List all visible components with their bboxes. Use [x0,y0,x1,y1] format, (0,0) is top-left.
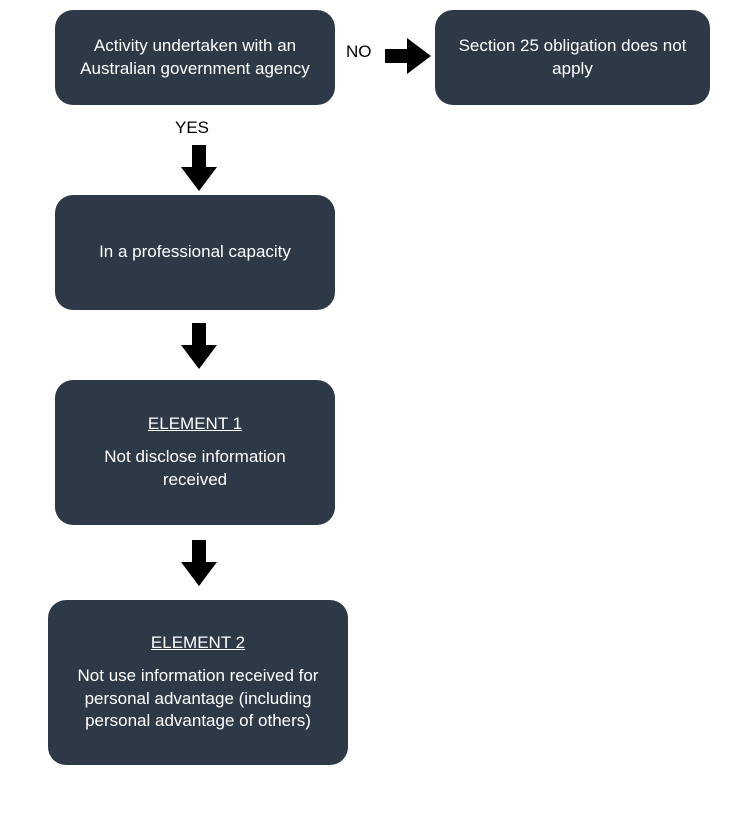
edge-label-yes: YES [175,118,209,138]
edge-label-no: NO [346,42,372,62]
node-title: ELEMENT 1 [148,413,242,436]
node-activity: Activity undertaken with an Australian g… [55,10,335,105]
node-text: Not disclose information received [73,446,317,492]
arrow-down-icon [181,145,217,191]
node-professional: In a professional capacity [55,195,335,310]
node-text: In a professional capacity [99,241,291,264]
node-element1: ELEMENT 1 Not disclose information recei… [55,380,335,525]
node-text: Section 25 obligation does not apply [453,35,692,81]
node-title: ELEMENT 2 [151,632,245,655]
arrow-down-icon [181,540,217,586]
node-section25: Section 25 obligation does not apply [435,10,710,105]
arrow-right-icon [385,38,431,74]
node-text: Not use information received for persona… [66,665,330,734]
node-element2: ELEMENT 2 Not use information received f… [48,600,348,765]
node-text: Activity undertaken with an Australian g… [73,35,317,81]
arrow-down-icon [181,323,217,369]
